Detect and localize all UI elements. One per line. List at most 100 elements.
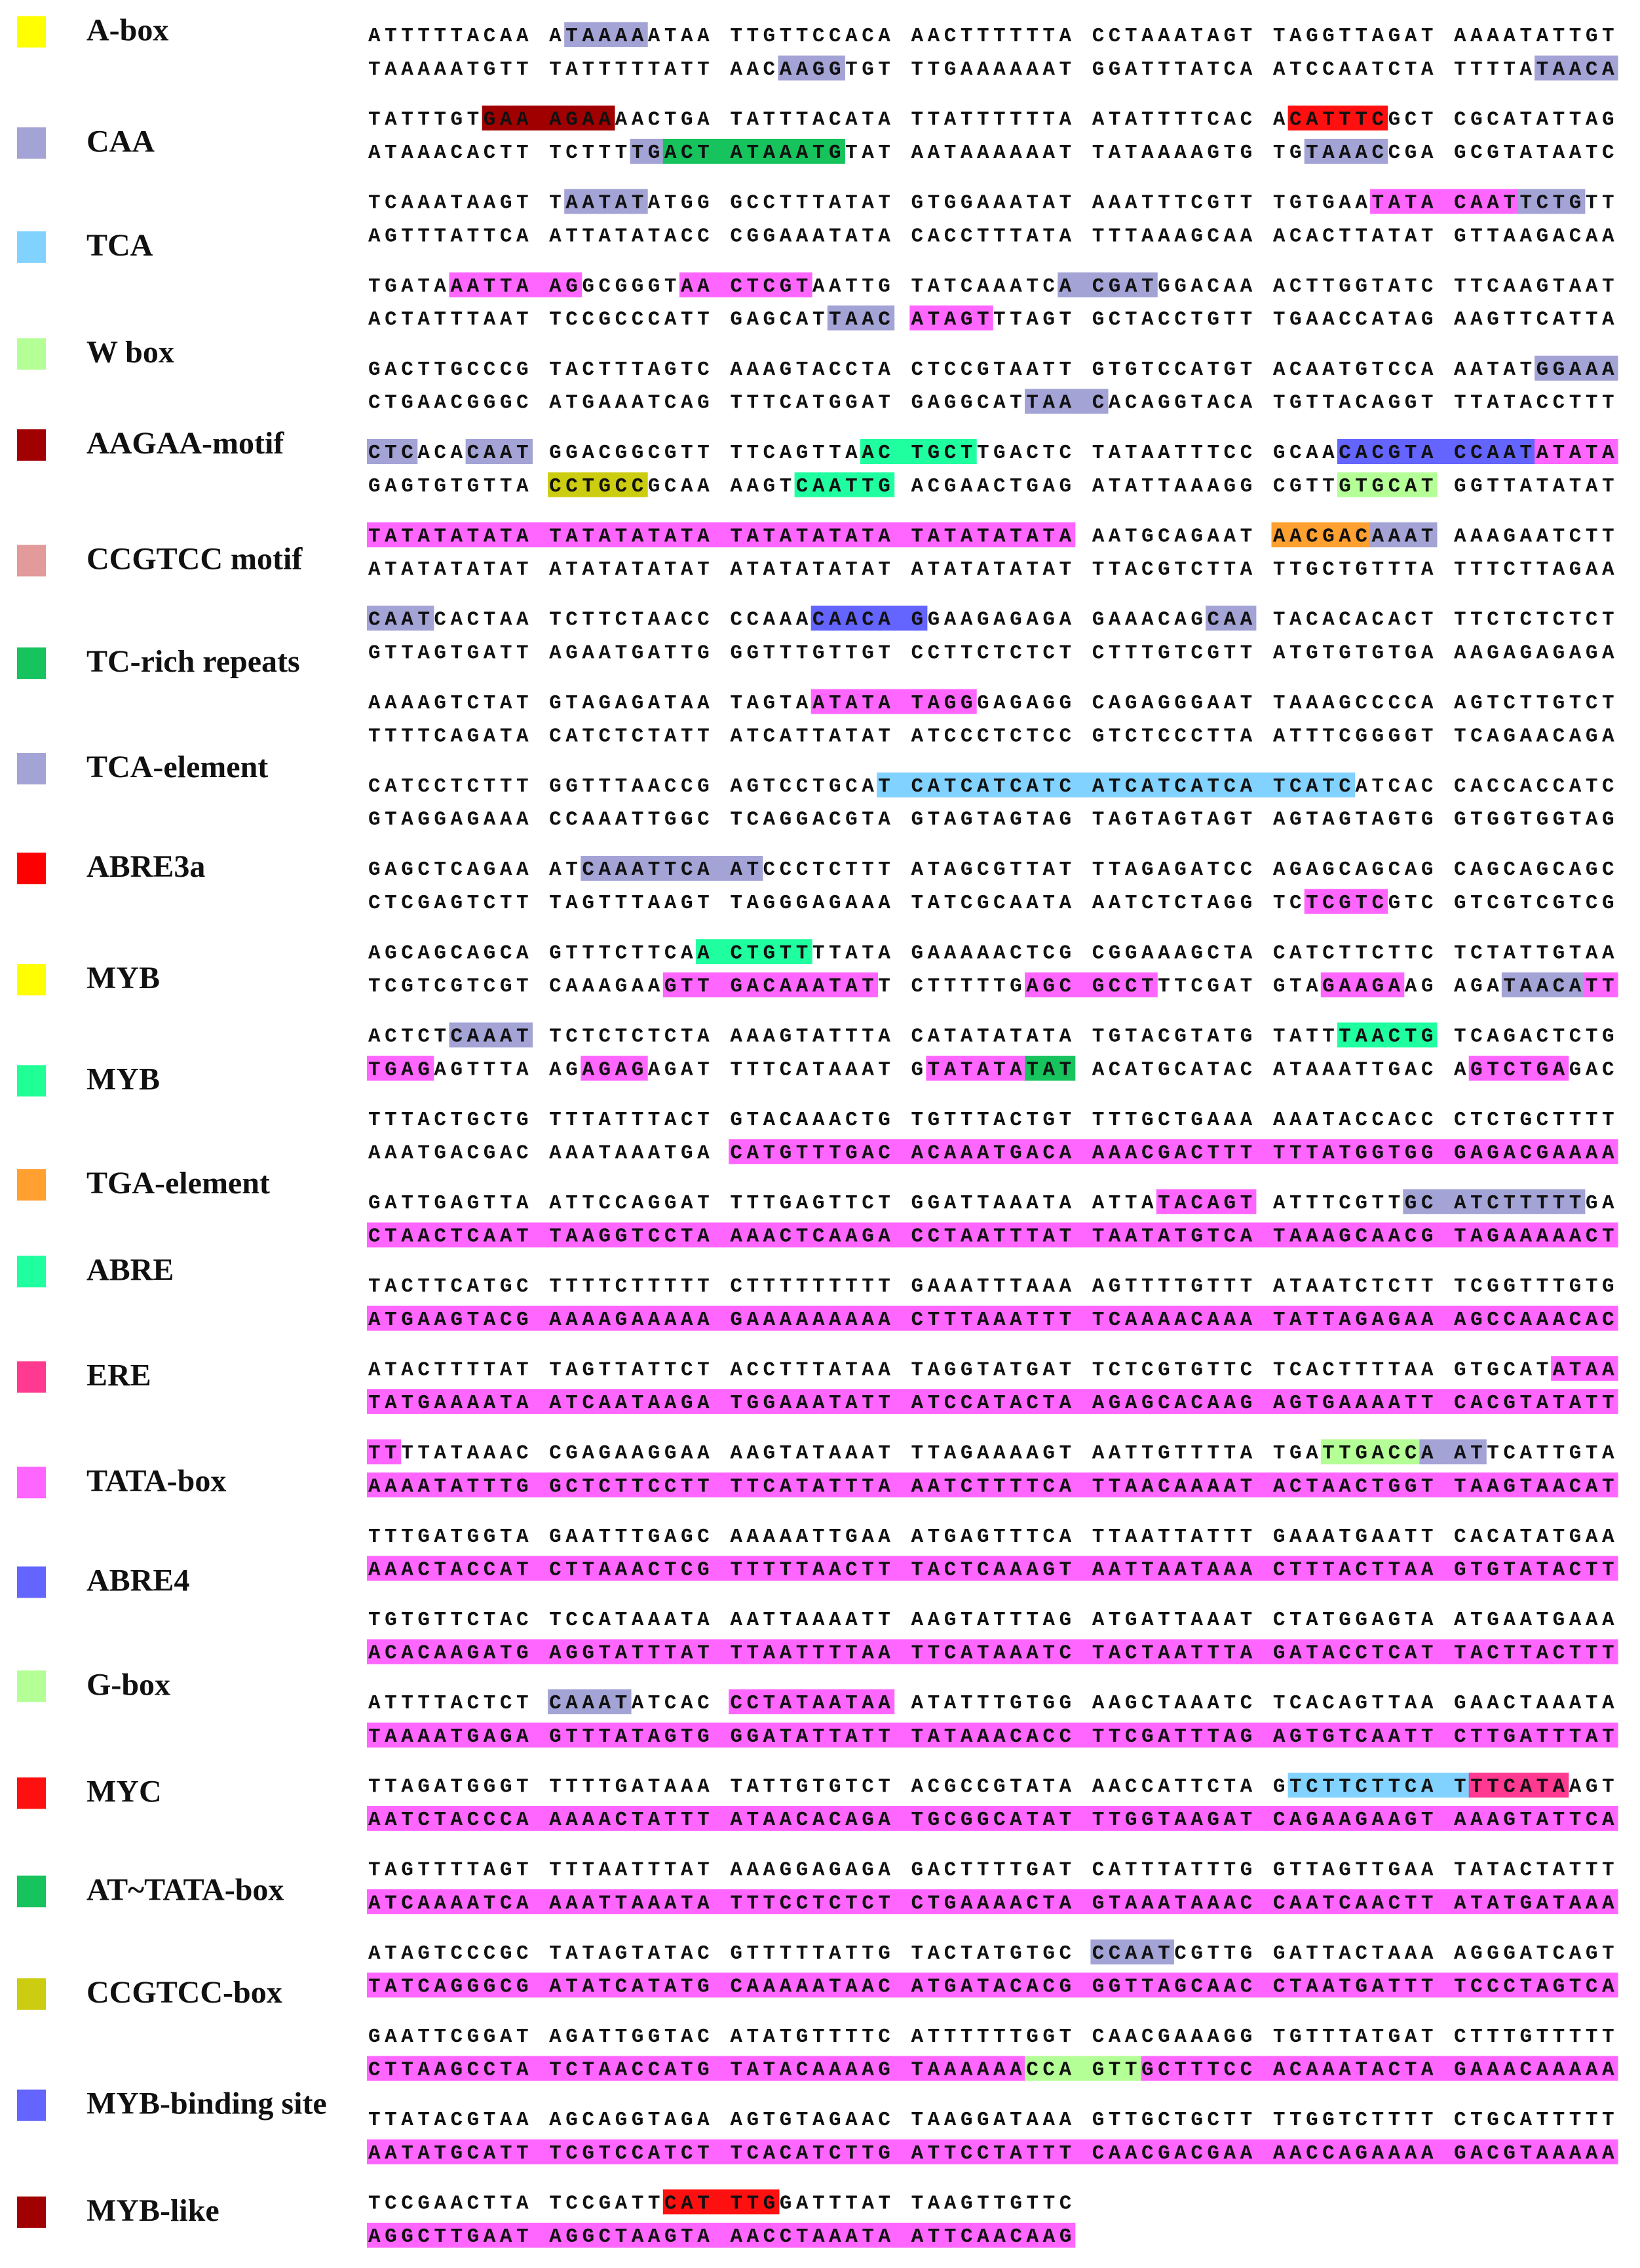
legend-label: MYB-binding site xyxy=(86,2086,327,2121)
legend-label: CAA xyxy=(86,124,155,159)
motif-highlight xyxy=(367,1305,1618,1331)
motif-highlight xyxy=(662,972,796,997)
motif-highlight xyxy=(696,939,812,965)
legend-label: W box xyxy=(86,335,174,370)
motif-highlight xyxy=(926,1056,1026,1081)
sequence-line: ATATATATAT ATATATATAT ATATATATAT ATATATA… xyxy=(368,558,1614,581)
sequence-line: GATTGAGTTA ATTCCAGGAT TTTGAGTTCT GGATTAA… xyxy=(368,1192,1614,1215)
motif-highlight xyxy=(630,138,664,164)
legend-label: ABRE3a xyxy=(86,849,205,884)
motif-highlight xyxy=(367,605,434,631)
motif-highlight xyxy=(564,22,648,47)
motif-highlight xyxy=(1518,189,1586,214)
motif-highlight xyxy=(909,305,993,331)
sequence-line: CAATCACTAA TCTTCTAACC CCAAACAACA GGAAGAG… xyxy=(368,609,1614,632)
sequence-line: CTGAACGGGC ATGAAATCAG TTTCATGGAT GAGGCAT… xyxy=(368,392,1614,415)
motif-highlight xyxy=(1304,138,1388,164)
motif-highlight xyxy=(367,1805,1618,1831)
motif-highlight xyxy=(367,1556,1618,1581)
motif-highlight xyxy=(367,522,1076,548)
motif-highlight xyxy=(778,55,845,81)
motif-highlight xyxy=(662,138,845,164)
motif-highlight xyxy=(581,856,763,881)
legend-label: AAGAA-motif xyxy=(86,426,284,461)
motif-highlight xyxy=(1501,972,1586,997)
sequence-line: TTTTCAGATA CATCTCTATT ATCATTATAT ATCCCTC… xyxy=(368,725,1614,748)
motif-highlight xyxy=(482,106,615,131)
legend-label: TCA-element xyxy=(86,750,268,784)
legend-label: ERE xyxy=(86,1358,151,1393)
sequence-line: GAGTGTGTTA CCTGCCGCAA AAGTCAATTG ACGAACT… xyxy=(368,475,1614,498)
motif-highlight xyxy=(1287,106,1388,131)
legend-swatch xyxy=(17,231,46,263)
legend-swatch xyxy=(17,429,46,461)
sequence-line: AAAAGTCTAT GTAGAGATAA TAGTAATATA TAGGGAG… xyxy=(368,692,1614,715)
motif-highlight xyxy=(1287,1773,1470,1798)
motif-highlight xyxy=(367,1056,434,1081)
motif-highlight xyxy=(548,472,648,497)
motif-highlight xyxy=(1535,355,1618,381)
motif-highlight xyxy=(1468,1056,1569,1081)
sequence-line: GTAGGAGAAA CCAAATTGGC TCAGGACGTA GTAGTAG… xyxy=(368,809,1614,832)
motif-highlight xyxy=(1320,972,1405,997)
sequence-line: ATAGTCCCGC TATAGTATAC GTTTTTATTG TACTATG… xyxy=(368,1942,1614,1965)
legend-label: TCA xyxy=(86,228,153,263)
sequence-line: TTATACGTAA AGCAGGTAGA AGTGTAGAAC TAAGGAT… xyxy=(368,2109,1614,2132)
motif-highlight xyxy=(679,272,812,298)
motif-highlight xyxy=(794,472,895,497)
sequence-line: TTTACTGCTG TTTATTTACT GTACAAACTG TGTTTAC… xyxy=(368,1109,1614,1132)
motif-highlight xyxy=(729,1139,1618,1164)
legend-swatch xyxy=(17,1256,46,1288)
legend-label: CCGTCC motif xyxy=(86,542,303,577)
motif-highlight xyxy=(1337,439,1536,464)
motif-highlight xyxy=(449,1022,533,1048)
legend-swatch xyxy=(17,647,46,680)
motif-highlight xyxy=(367,2139,1618,2164)
motif-highlight xyxy=(729,1689,895,1714)
sequence-line: TGTGTTCTAC TCCATAAATA AATTAAAATT AAGTATT… xyxy=(368,1609,1614,1632)
legend-label: MYB-like xyxy=(86,2193,219,2228)
legend-swatch xyxy=(17,753,46,785)
legend-swatch xyxy=(17,1777,46,1809)
motif-highlight xyxy=(1535,439,1618,464)
motif-highlight xyxy=(1271,522,1372,548)
motif-highlight xyxy=(367,1639,1618,1664)
legend-label: CCGTCC-box xyxy=(86,1975,282,2010)
motif-highlight xyxy=(1058,272,1158,298)
motif-highlight xyxy=(1304,889,1388,914)
sequence-line: TTTTATAAAC CGAGAAGGAA AAGTATAAAT TTAGAAA… xyxy=(368,1442,1614,1465)
sequence-line: GTTAGTGATT AGAATGATTG GGTTTGTTGT CCTTCTC… xyxy=(368,642,1614,664)
legend-label: MYB xyxy=(86,1062,160,1096)
sequence-line: CTCGAGTCTT TAGTTTAAGT TAGGGAGAAA TATCGCA… xyxy=(368,892,1614,915)
legend-swatch xyxy=(17,1978,46,2010)
motif-highlight xyxy=(367,439,418,464)
legend-swatch xyxy=(17,853,46,885)
motif-highlight xyxy=(1090,1939,1174,1965)
sequence-line: AGGCTTGAAT AGGCTAAGTA AACCTAAATA ATTCAAC… xyxy=(368,2225,1071,2248)
motif-highlight xyxy=(367,2222,1076,2248)
legend-swatch xyxy=(17,1670,46,1702)
motif-highlight xyxy=(1370,522,1438,548)
motif-highlight xyxy=(581,1056,648,1081)
motif-highlight xyxy=(548,1689,632,1714)
motif-highlight xyxy=(367,2056,1618,2081)
sequence-line: ACTCTCAAAT TCTCTCTCTA AAAGTATTTA CATATAT… xyxy=(368,1026,1614,1048)
sequence-line: ATTTTTACAA ATAAAAATAA TTGTTCCACA AACTTTT… xyxy=(368,25,1614,48)
motif-highlight xyxy=(367,1722,1618,1748)
legend-label: ABRE4 xyxy=(86,1563,189,1598)
sequence-line: TCGTCGTCGT CAAAGAAGTT GACAAATATT CTTTTTG… xyxy=(368,975,1614,998)
motif-highlight xyxy=(1419,1439,1487,1465)
motif-highlight xyxy=(367,1439,402,1465)
sequence-line: TTTGATGGTA GAATTTGAGC AAAAATTGAA ATGAGTT… xyxy=(368,1526,1614,1548)
motif-highlight xyxy=(465,439,533,464)
motif-highlight xyxy=(1584,972,1618,997)
sequence-line: AGTTTATTCA ATTATATACC CGGAAATATA CACCTTT… xyxy=(368,225,1614,248)
motif-highlight xyxy=(367,1389,1618,1414)
motif-highlight xyxy=(827,305,895,331)
motif-highlight xyxy=(1025,2056,1141,2081)
motif-highlight xyxy=(367,1222,1618,1248)
legend-swatch xyxy=(17,1875,46,1908)
legend-swatch xyxy=(17,1566,46,1598)
legend-label: TATA-box xyxy=(86,1463,226,1498)
